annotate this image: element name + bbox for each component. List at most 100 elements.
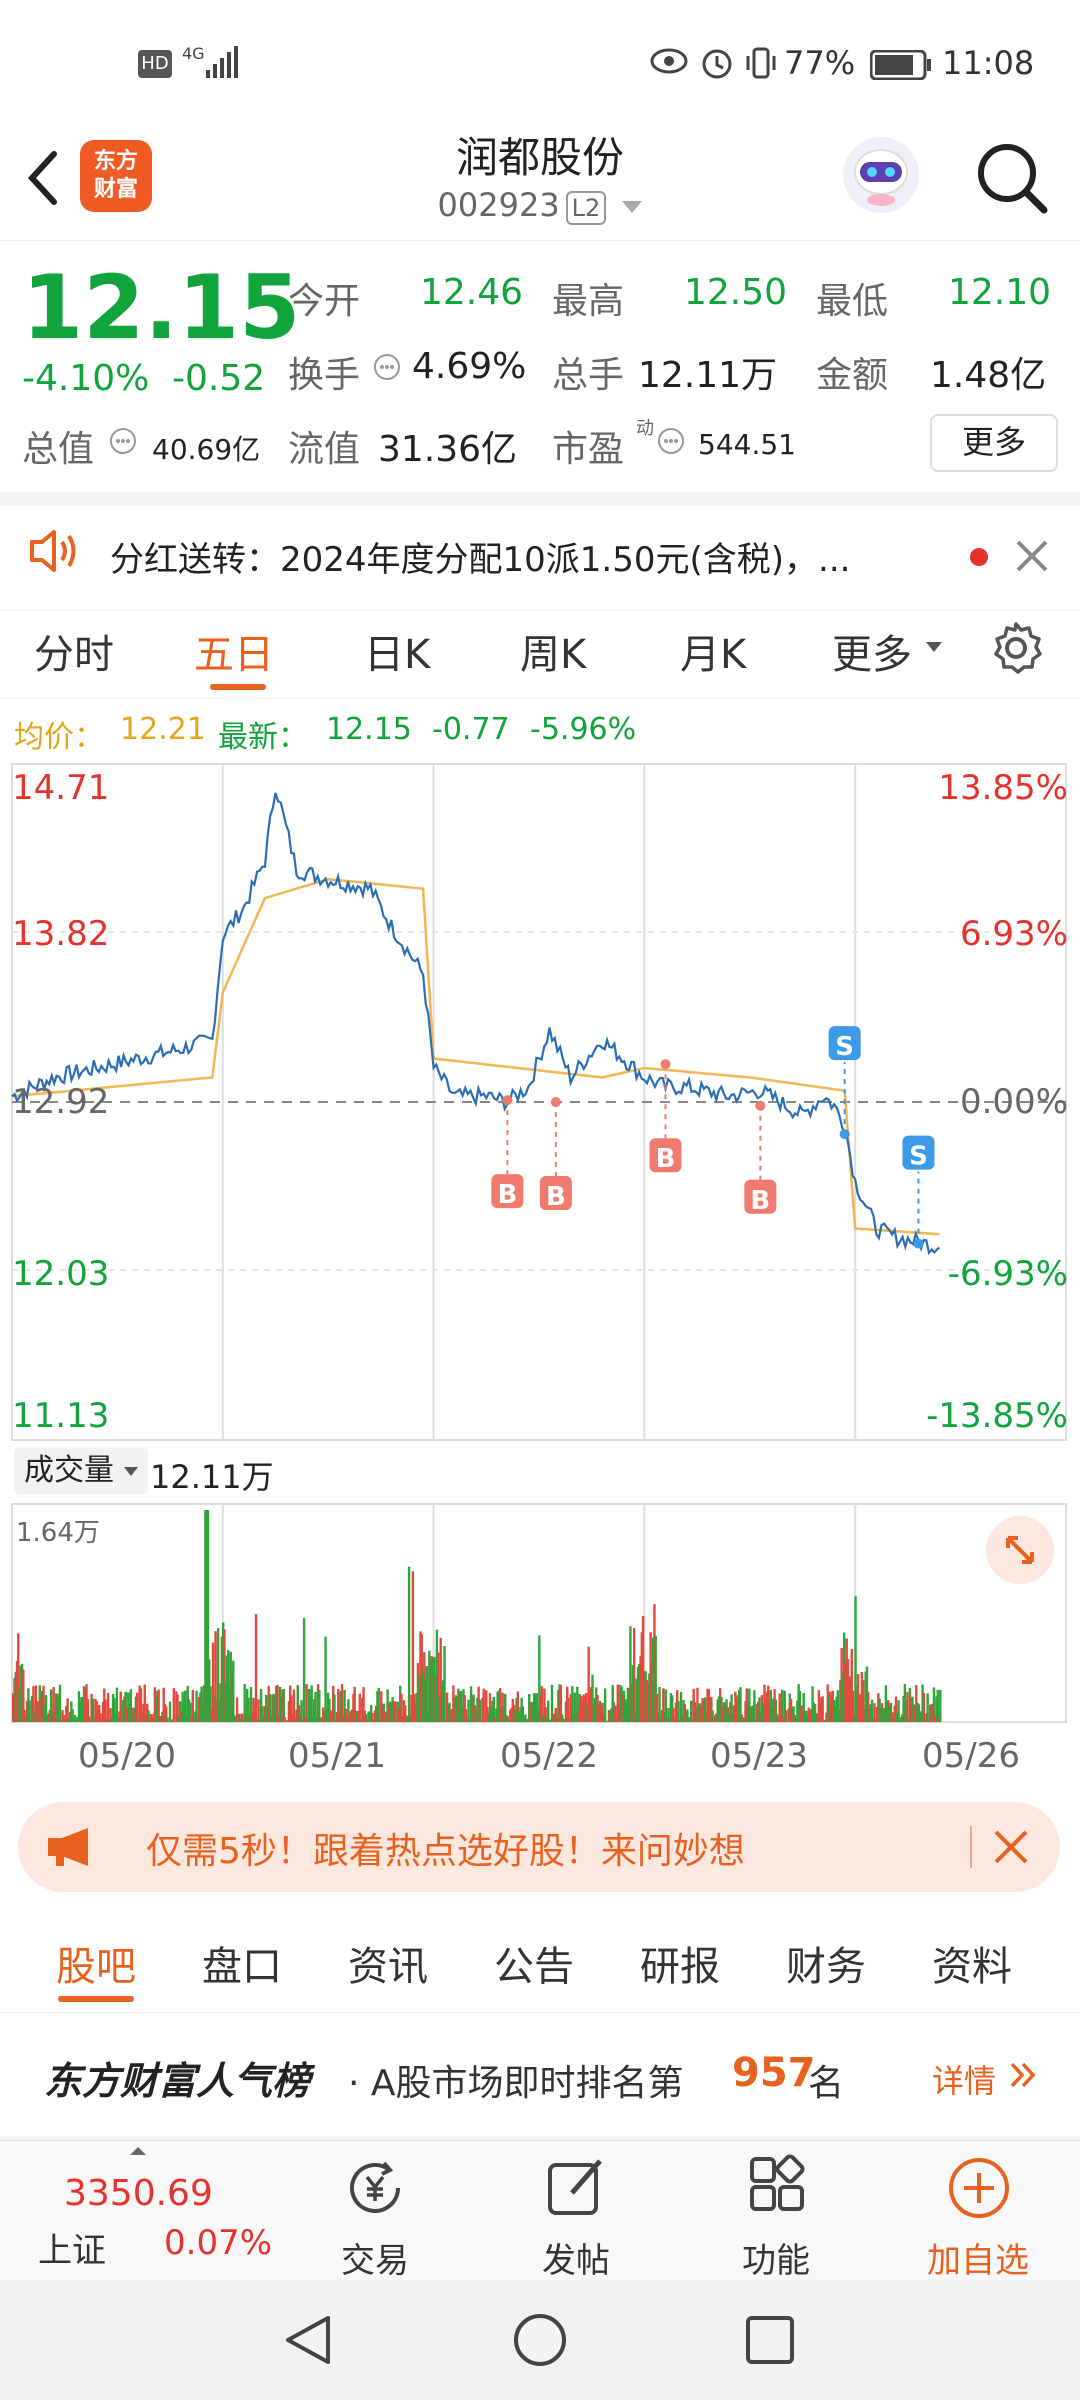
volume-bar (141, 1712, 144, 1722)
tab-active-indicator (58, 1996, 134, 2002)
function-button[interactable]: 功能 (742, 2241, 810, 2281)
tab-news[interactable]: 资讯 (348, 1944, 428, 1990)
volume-bar (654, 1636, 657, 1722)
volume-bar (129, 1689, 133, 1722)
info-icon[interactable] (656, 426, 686, 460)
volume-bar (803, 1710, 807, 1722)
price-line (11, 792, 941, 1256)
unread-dot (970, 548, 988, 566)
close-icon[interactable] (992, 1828, 1030, 1870)
volume-bar (606, 1720, 609, 1722)
apps-icon[interactable] (742, 2153, 812, 2227)
volume-bar (496, 1691, 499, 1722)
volume-bar (452, 1685, 455, 1722)
volume-bar (72, 1718, 76, 1722)
volume-bar (798, 1691, 802, 1722)
close-icon[interactable] (1014, 538, 1050, 578)
volume-bar (891, 1712, 894, 1722)
nav-back-icon[interactable] (282, 2312, 334, 2372)
volume-bar (449, 1709, 453, 1722)
volume-bar (329, 1710, 332, 1722)
tab-five-day[interactable]: 五日 (194, 632, 274, 678)
volume-bar (409, 1714, 412, 1722)
volume-bar (937, 1718, 941, 1722)
volume-bar (851, 1690, 855, 1722)
tab-pankou[interactable]: 盘口 (202, 1944, 282, 1990)
volume-bar (649, 1632, 652, 1722)
volume-bar (172, 1688, 176, 1722)
volume-bar (811, 1686, 814, 1722)
add-watchlist-button[interactable]: 加自选 (927, 2241, 1029, 2281)
volume-bar (705, 1711, 708, 1722)
volume-bar (736, 1699, 740, 1722)
robot-assistant-icon[interactable] (840, 134, 922, 220)
volume-bar (13, 1678, 16, 1722)
volume-selector[interactable]: 成交量 (14, 1448, 148, 1494)
dividend-notice[interactable]: 分红送转：2024年度分配10派1.50元(含税)，... (0, 492, 1080, 611)
volume-bar (454, 1695, 458, 1722)
trade-button[interactable]: 交易 (341, 2241, 409, 2281)
volume-bar (376, 1691, 379, 1722)
volume-bar (359, 1720, 363, 1722)
volume-bar (925, 1713, 928, 1722)
volume-bar (646, 1684, 650, 1722)
volume-bar (755, 1704, 759, 1722)
volume-bar (906, 1692, 909, 1722)
volume-bar (923, 1720, 927, 1722)
tab-announcements[interactable]: 公告 (494, 1944, 574, 1990)
add-circle-icon[interactable] (944, 2153, 1014, 2227)
volume-bar (219, 1683, 222, 1722)
avg-label: 均价： (14, 720, 104, 755)
volume-bar (170, 1719, 173, 1722)
tab-monthly-k[interactable]: 月K (680, 632, 747, 678)
info-icon[interactable] (372, 352, 402, 386)
promo-banner[interactable]: 仅需5秒！跟着热点选好股！来问妙想 (18, 1802, 1060, 1892)
volume-bar (682, 1699, 685, 1722)
tab-profile[interactable]: 资料 (932, 1944, 1012, 1990)
tab-finance[interactable]: 财务 (786, 1944, 866, 1990)
low-value: 12.10 (948, 272, 1052, 313)
volume-bar (491, 1700, 494, 1722)
tab-more[interactable]: 更多 (832, 632, 912, 678)
tab-daily-k[interactable]: 日K (364, 632, 431, 678)
search-icon[interactable] (974, 140, 1050, 220)
volume-bar (38, 1685, 41, 1722)
volume-bar (572, 1716, 575, 1722)
volume-bar (549, 1719, 552, 1722)
volume-bar (234, 1718, 238, 1722)
tab-research[interactable]: 研报 (640, 1944, 720, 1990)
compose-icon[interactable] (542, 2153, 612, 2227)
volume-bar (296, 1684, 299, 1722)
volume-bar (478, 1699, 482, 1722)
tab-guba[interactable]: 股吧 (56, 1944, 136, 1990)
volume-bar (304, 1718, 307, 1722)
volume-bar (86, 1699, 90, 1722)
volume-bar (337, 1688, 340, 1722)
nav-recents-icon[interactable] (744, 2314, 796, 2370)
trade-icon[interactable] (340, 2153, 410, 2227)
bottom-action-bar: 3350.69 上证 0.07% 交易 发帖 功能 加自选 (0, 2140, 1080, 2281)
volume-bar (315, 1717, 318, 1722)
volume-bar (756, 1701, 760, 1722)
index-value[interactable]: 3350.69 (64, 2173, 213, 2214)
tab-intraday[interactable]: 分时 (34, 632, 114, 678)
expand-icon[interactable] (986, 1516, 1054, 1584)
stock-code-row[interactable]: 002923 L2 (0, 186, 1080, 225)
sell-marker (828, 1026, 861, 1061)
volume-bar (863, 1709, 866, 1722)
nav-home-icon[interactable] (512, 2312, 568, 2372)
volume-bar (377, 1687, 380, 1722)
rank-detail-link[interactable]: 详情 (932, 2062, 997, 2100)
volume-bar (557, 1689, 560, 1722)
info-icon[interactable] (108, 426, 138, 460)
gear-icon[interactable] (988, 620, 1044, 680)
tab-weekly-k[interactable]: 周K (520, 632, 587, 678)
volume-bar (901, 1714, 904, 1722)
more-button[interactable]: 更多 (930, 414, 1058, 472)
popularity-rank-row[interactable]: 东方财富人气榜 · A股市场即时排名第 957 名 详情 (0, 2016, 1080, 2150)
float-value: 31.36亿 (378, 429, 518, 470)
back-icon[interactable] (22, 148, 62, 212)
post-button[interactable]: 发帖 (542, 2241, 610, 2281)
volume-bar (237, 1714, 240, 1722)
